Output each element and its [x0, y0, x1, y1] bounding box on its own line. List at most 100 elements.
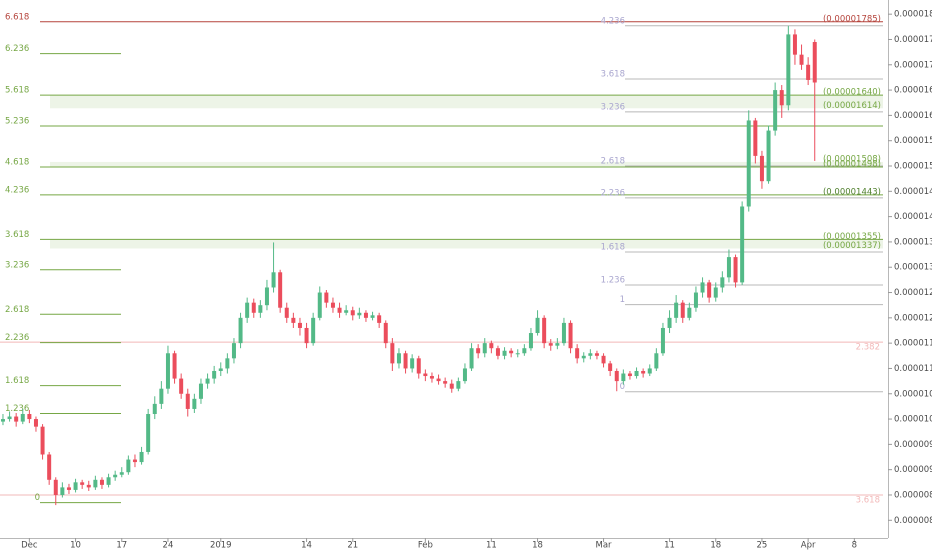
candle-body: [766, 130, 771, 182]
fib-label: 4.236: [601, 16, 625, 26]
candle-body: [113, 474, 118, 478]
candle-body: [502, 350, 507, 356]
candle-body: [700, 282, 705, 293]
y-tick-label: 0.00001300: [894, 263, 932, 273]
candle-body: [350, 310, 355, 316]
fib-label: 1.236: [601, 275, 625, 285]
candle-body: [152, 403, 157, 415]
fib-label: 1: [620, 295, 625, 305]
fib-label: 3.236: [5, 260, 29, 270]
candle-body: [185, 393, 190, 409]
candle-body: [555, 343, 560, 346]
fib-label: 2.618: [5, 305, 29, 315]
price-label: (0.00001498): [823, 160, 881, 170]
candle-body: [324, 292, 329, 303]
candle-body: [634, 370, 639, 377]
y-tick-label: 0.00000800: [894, 516, 932, 526]
fib-label: 2.236: [5, 333, 29, 343]
candle-body: [542, 317, 547, 344]
candle-body: [363, 312, 368, 318]
candle-body: [614, 370, 619, 382]
candle-body: [7, 416, 12, 420]
candle-body: [383, 322, 388, 344]
x-tick-label: 10: [70, 541, 81, 550]
candle-body: [482, 343, 487, 354]
y-tick-label: 0.00001550: [894, 136, 932, 146]
candle-body: [357, 312, 362, 316]
candle-body: [759, 155, 764, 182]
candle-body: [667, 317, 672, 328]
candle-body: [792, 34, 797, 55]
candle-body: [198, 383, 203, 399]
y-tick-label: 0.00001250: [894, 288, 932, 298]
y-tick-label: 0.00001500: [894, 162, 932, 172]
candle-body: [449, 383, 454, 389]
candle-body: [687, 307, 692, 318]
y-tick-label: 0.00001050: [894, 389, 932, 399]
candle-body: [146, 414, 151, 452]
y-tick-label: 0.00000950: [894, 440, 932, 450]
fib-label: 6.618: [5, 12, 29, 22]
price-label: (0.00001443): [823, 187, 881, 197]
candle-body: [627, 373, 632, 377]
price-label: (0.00001337): [823, 241, 881, 251]
candle-body: [680, 302, 685, 318]
candle-body: [106, 477, 111, 485]
candle-body: [172, 353, 177, 379]
candle-body: [278, 272, 283, 308]
candle-body: [218, 368, 223, 371]
candle-body: [746, 120, 751, 207]
candle-body: [726, 257, 731, 278]
candle-body: [60, 487, 65, 495]
y-tick-label: 0.00001800: [894, 10, 932, 20]
candle-body: [370, 315, 375, 318]
x-tick-label: 14: [301, 541, 312, 550]
x-tick-label: 2019: [210, 541, 232, 550]
fib-label: 1.618: [5, 376, 29, 386]
candle-body: [621, 373, 626, 382]
candle-body: [693, 292, 698, 308]
candle-body: [469, 348, 474, 369]
candle-body: [40, 426, 45, 455]
candle-body: [641, 370, 646, 374]
candle-body: [33, 419, 38, 427]
candle-body: [297, 322, 302, 328]
candle-body: [344, 310, 349, 313]
candle-body: [647, 368, 652, 374]
price-label: (0.00001785): [823, 14, 881, 24]
candle-body: [139, 451, 144, 463]
x-tick-label: 18: [710, 541, 721, 550]
candle-body: [654, 353, 659, 369]
candle-body: [522, 348, 527, 354]
candle-body: [713, 287, 718, 298]
candle-body: [588, 353, 593, 356]
candle-body: [212, 370, 217, 379]
candle-body: [410, 358, 415, 369]
y-tick-label: 0.00001450: [894, 187, 932, 197]
fib-label: 2.618: [601, 157, 625, 167]
candle-body: [304, 327, 309, 344]
x-tick-label: 11: [664, 541, 675, 550]
fib-label: 5.236: [5, 117, 29, 127]
candle-body: [377, 315, 382, 323]
candle-body: [515, 353, 520, 355]
candle-body: [443, 381, 448, 384]
fib-label: 4.236: [5, 185, 29, 195]
candle-body: [132, 459, 137, 463]
candle-body: [179, 378, 184, 394]
candle-body: [53, 479, 58, 495]
candle-body: [337, 307, 342, 313]
candle-body: [284, 307, 289, 318]
candle-body: [779, 90, 784, 106]
candle-body: [733, 257, 738, 283]
candle-body: [509, 350, 514, 354]
candle-body: [429, 376, 434, 379]
candle-body: [740, 206, 745, 283]
candle-body: [192, 398, 197, 409]
candle-body: [561, 322, 566, 344]
candle-body: [264, 287, 269, 306]
candle-body: [416, 358, 421, 374]
y-tick-label: 0.00001000: [894, 415, 932, 425]
